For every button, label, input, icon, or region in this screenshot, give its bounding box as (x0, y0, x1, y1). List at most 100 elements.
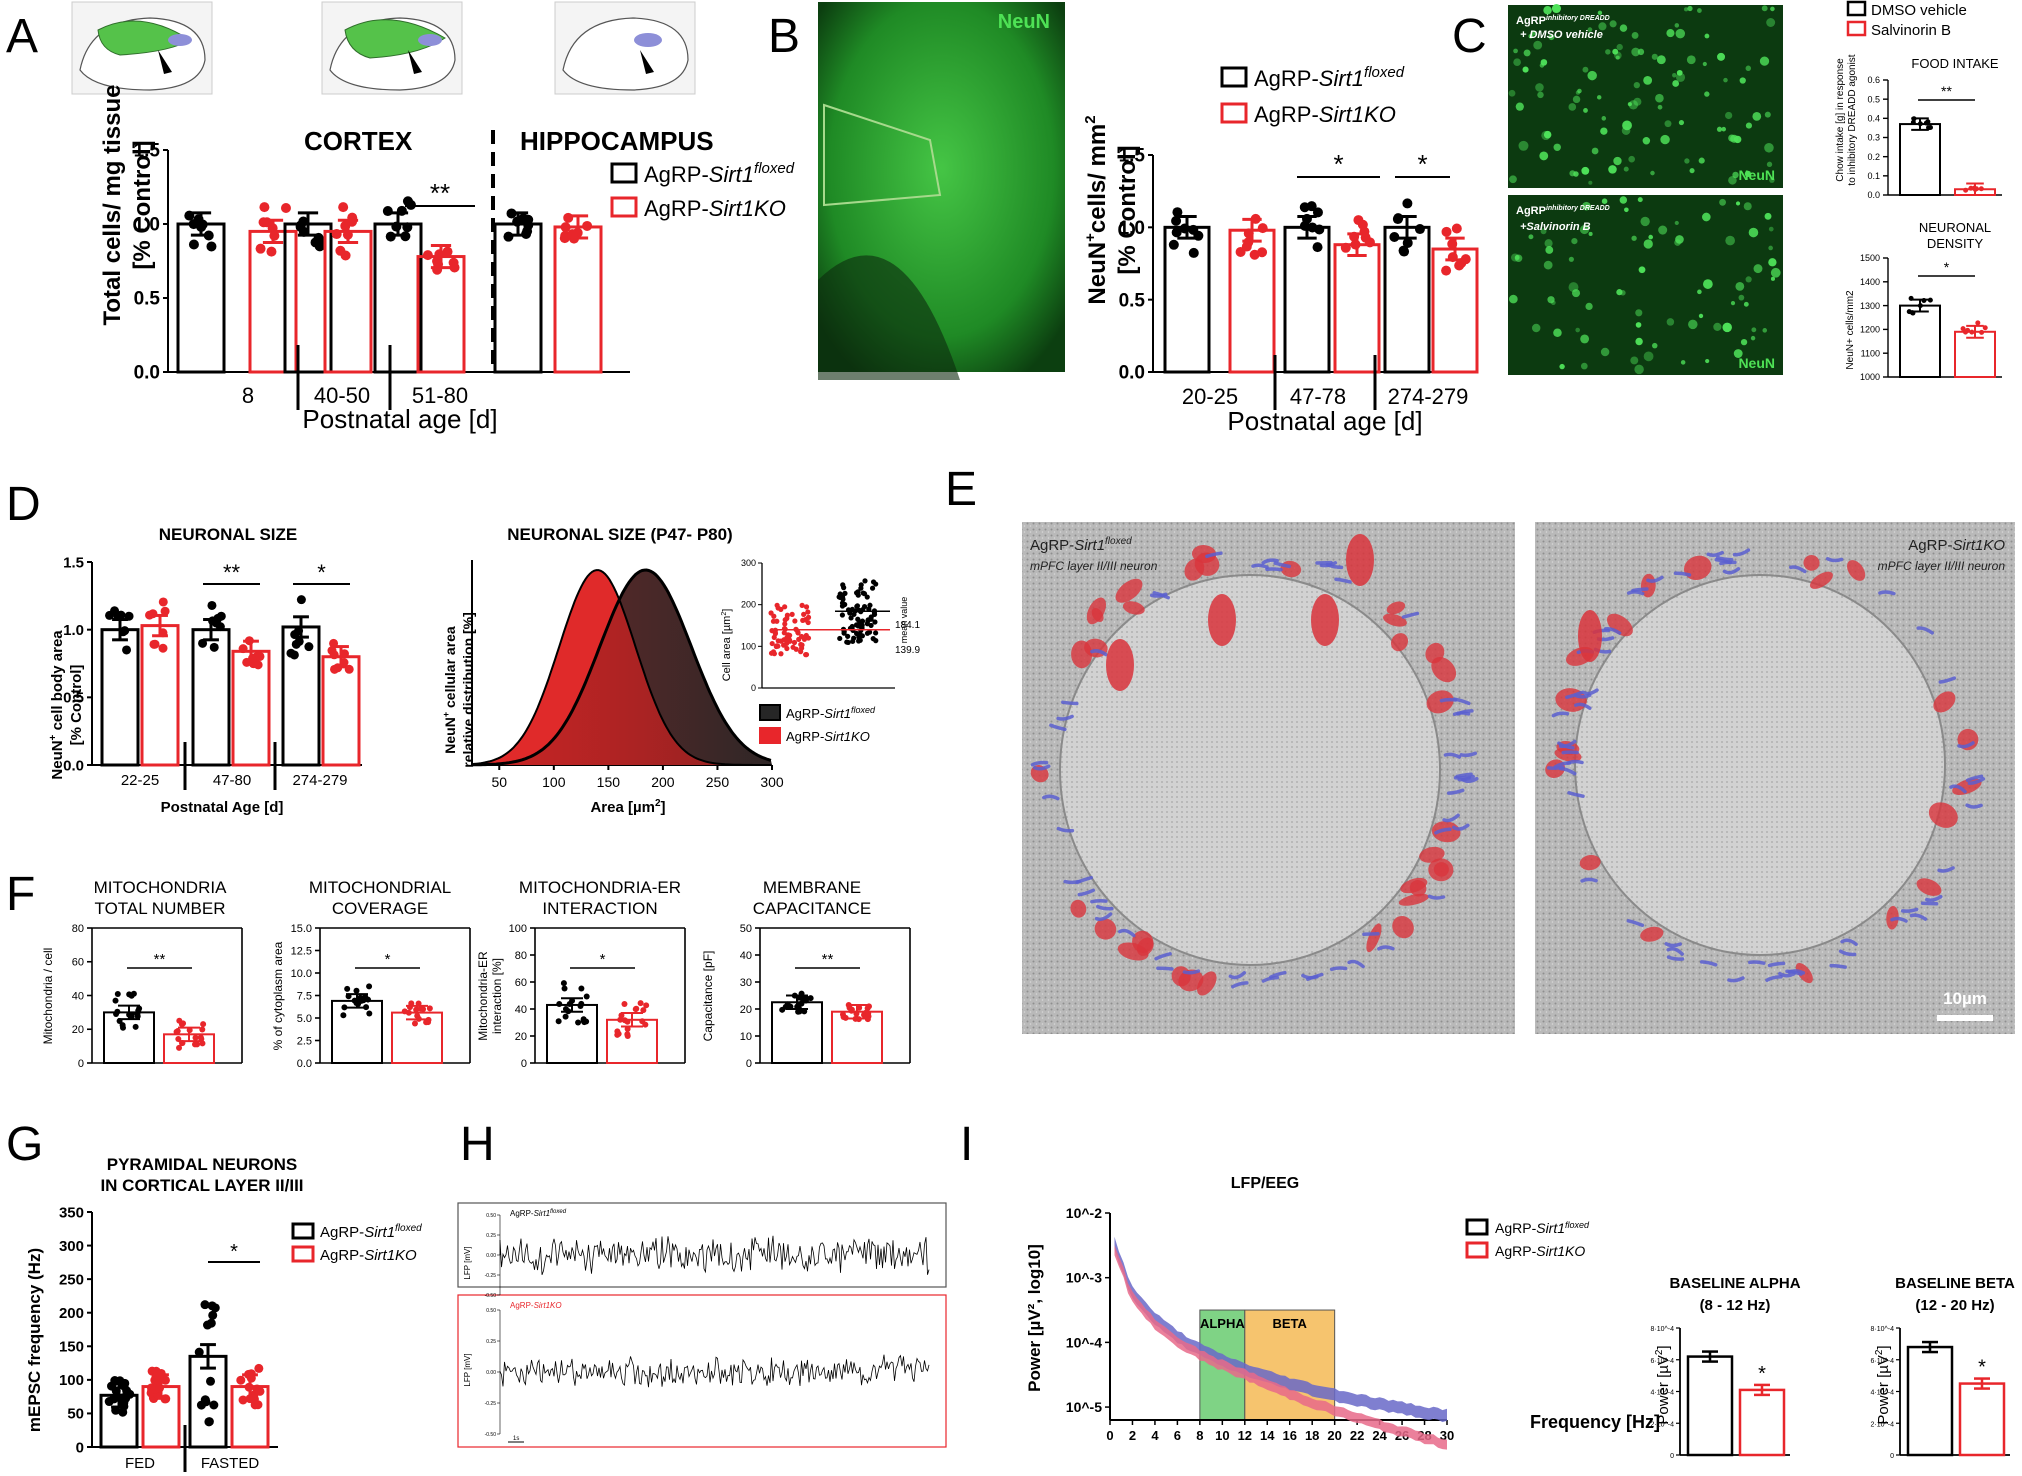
significance-marker: * (1944, 259, 1950, 275)
data-point (345, 993, 352, 1000)
data-point (391, 221, 402, 232)
er-segment (1049, 723, 1067, 732)
mitochondrion (1392, 915, 1414, 939)
y-tick-label: 10.0 (291, 968, 312, 980)
neun-cell (1740, 338, 1748, 346)
data-point (865, 1010, 872, 1017)
neun-cell (1651, 342, 1658, 349)
significance-marker: ** (822, 951, 834, 968)
mitochondrion (1136, 937, 1154, 956)
er-segment (1446, 788, 1465, 795)
b-ylabel-1: NeuN+cells/ mm2 (1082, 115, 1111, 304)
er-segment (1401, 611, 1420, 619)
neun-cell (1608, 165, 1617, 174)
mitochondrion (1386, 601, 1406, 615)
data-point (197, 1034, 204, 1041)
er-segment (1965, 803, 1983, 809)
inset-point-floxed (870, 636, 876, 642)
y-tick-label: 2.5 (297, 1035, 312, 1047)
data-point (782, 1003, 789, 1010)
er-segment (1090, 899, 1108, 904)
neun-cell (1725, 111, 1733, 120)
neun-cell (1622, 120, 1632, 131)
inset-point-ko (789, 611, 795, 617)
er-segment (1925, 894, 1943, 902)
data-point (402, 196, 413, 207)
neun-cell (1761, 5, 1768, 12)
neun-cell (1575, 327, 1580, 333)
er-segment (1553, 761, 1572, 769)
data-point (1910, 119, 1916, 125)
er-segment (1056, 826, 1075, 833)
d-ylabel-2: [% Control] (68, 665, 85, 746)
neun-cell (1770, 267, 1781, 278)
neun-cell (1627, 102, 1632, 107)
data-point (126, 991, 133, 998)
data-point (615, 1030, 622, 1037)
data-point (200, 1021, 207, 1028)
neun-cell (1768, 245, 1773, 251)
data-point (1171, 215, 1182, 226)
neun-cell (1642, 136, 1651, 145)
data-point (801, 1008, 808, 1015)
mitochondrion (1094, 918, 1117, 940)
panel-label-d: D (6, 478, 41, 531)
neun-cell (1684, 7, 1689, 12)
bar (416, 255, 466, 374)
data-point (1460, 254, 1471, 265)
inset-point-floxed (870, 579, 877, 585)
inset-point-ko (784, 645, 790, 652)
f1-title-1: MITOCHONDRIA (94, 878, 228, 897)
inset-point-ko (786, 633, 792, 640)
neun-cell (1568, 103, 1577, 111)
inset-point-floxed (859, 618, 866, 624)
data-point (269, 230, 280, 241)
er-segment (1094, 912, 1113, 922)
a-ylabel-2: [% Control] (129, 140, 156, 269)
i-ba-ylabel: Power [µV2] (1654, 1345, 1672, 1424)
data-point (355, 997, 362, 1004)
data-point (118, 1394, 128, 1404)
neun-cell (1728, 176, 1737, 185)
inset-y-tick-label: 100 (741, 641, 756, 651)
c-legend-salb: Salvinorin B (1871, 22, 1951, 39)
neun-cell (1735, 281, 1745, 291)
data-point (1921, 298, 1927, 304)
neun-cell (1738, 294, 1745, 301)
i-ylabel: Power [µV², log10] (1025, 1244, 1044, 1392)
er-segment (1646, 575, 1664, 583)
er-segment (1090, 649, 1108, 657)
er-segment (1251, 563, 1269, 569)
y-tick-label: -0.50 (485, 1432, 497, 1438)
distribution-floxed-line (471, 568, 772, 767)
neun-cell (1635, 322, 1642, 328)
neun-cell (1569, 170, 1576, 177)
neun-cell (1582, 201, 1591, 211)
f2-title-1: MITOCHONDRIAL (309, 878, 451, 897)
y-tick-label: 150 (59, 1339, 84, 1356)
data-point (865, 1003, 872, 1010)
er-segment (1565, 691, 1583, 700)
x-tick-label: 6 (1174, 1428, 1181, 1443)
data-point (244, 636, 254, 646)
y-tick-label: 0 (1890, 1453, 1894, 1460)
neun-cell (1528, 33, 1534, 39)
data-point (198, 638, 208, 648)
neun-cell (1588, 231, 1593, 236)
d-legend-ko: AgRP-Sirt1KO (786, 729, 870, 744)
data-point (799, 995, 806, 1002)
er-segment (1325, 562, 1344, 570)
h-ylabel-1: LFP [mV] (463, 1246, 472, 1279)
c-img1-label: AgRPinhibitory DREADD (1516, 15, 1610, 27)
y-tick-label: 0.00 (486, 1253, 496, 1259)
neun-cell (1635, 337, 1643, 346)
significance-marker: * (1417, 149, 1427, 179)
i-ba-title-1: BASELINE ALPHA (1669, 1275, 1800, 1292)
y-tick-label: 6·10^-4 (1870, 1358, 1894, 1365)
neun-cell (1680, 360, 1686, 365)
bar (1333, 243, 1381, 374)
inset-point-ko (792, 618, 798, 624)
y-tick-label: 10^-2 (1066, 1205, 1102, 1221)
x-tick-label: 4 (1151, 1428, 1159, 1443)
mitochondrion (1383, 613, 1407, 627)
